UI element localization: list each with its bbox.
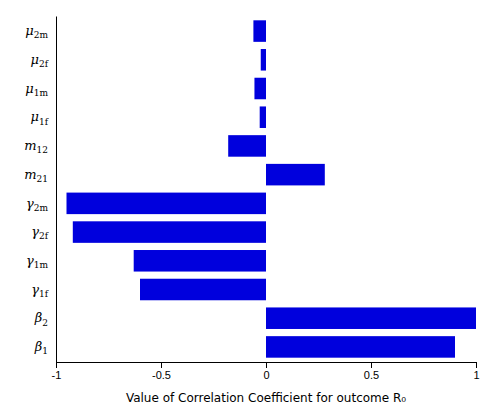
y-tick-label: γ2m: [26, 196, 49, 213]
y-tick-label-sub: 21: [37, 174, 48, 184]
y-tick-label-base: μ: [25, 23, 33, 38]
y-tick: m21: [24, 167, 48, 184]
y-tick-label-sub: 12: [37, 145, 48, 155]
y-tick: γ2f: [31, 224, 49, 241]
y-axis: β1β2γ1fγ1mγ2fγ2mm21m12μ1fμ1mμ2fμ2m: [24, 17, 56, 363]
x-tick: 0: [263, 362, 269, 381]
y-tick-label-base: m: [24, 138, 36, 153]
x-tick-mark: [371, 362, 372, 368]
bar: [73, 221, 266, 243]
y-tick-label: γ1f: [31, 282, 49, 299]
y-tick-label-sub: 2f: [39, 59, 49, 69]
x-tick-mark: [161, 362, 162, 368]
y-tick: β2: [34, 310, 48, 327]
bar: [134, 250, 266, 272]
y-tick-label-base: μ: [30, 109, 38, 124]
y-tick-label-sub: 2m: [34, 30, 49, 40]
y-tick-label-base: m: [24, 167, 36, 182]
x-tick-label: -0.5: [152, 369, 171, 381]
bars: [67, 20, 477, 357]
y-tick: γ1f: [31, 282, 49, 299]
y-tick-label-sub: 1: [42, 346, 48, 356]
y-tick: β1: [34, 339, 48, 356]
y-tick: γ1m: [26, 253, 49, 270]
x-tick-label: -1: [52, 369, 62, 381]
bar: [67, 193, 267, 215]
y-tick: m12: [24, 138, 48, 155]
x-axis: -1 -0.5 0 0.5 1: [52, 362, 480, 381]
x-tick-mark: [476, 362, 477, 368]
chart: -1-0.500.51β1β2γ1fγ1mγ2fγ2mm21m12μ1fμ1mμ…: [0, 0, 500, 416]
x-tick: 0.5: [364, 362, 379, 381]
x-tick: -0.5: [152, 362, 171, 381]
plot: -1-0.500.51β1β2γ1fγ1mγ2fγ2mm21m12μ1fμ1mμ…: [24, 17, 479, 381]
y-tick: μ2m: [25, 23, 48, 40]
y-tick-label: μ2m: [25, 23, 48, 40]
y-tick-label-sub: 1f: [39, 117, 49, 127]
y-tick: μ1f: [30, 109, 48, 126]
y-tick-label: γ1m: [26, 253, 49, 270]
bar: [266, 164, 325, 186]
x-tick: -1: [52, 362, 62, 381]
y-tick-label: μ1m: [25, 81, 48, 98]
y-tick-label: m12: [24, 138, 48, 155]
bar: [261, 49, 266, 71]
x-tick-label: 1: [473, 369, 479, 381]
y-tick: μ2f: [30, 52, 48, 69]
y-tick-label: γ2f: [31, 224, 49, 241]
y-tick: μ1m: [25, 81, 48, 98]
y-tick-label: β2: [34, 310, 48, 327]
bar: [253, 20, 266, 42]
y-tick-label-sub: 2m: [34, 203, 49, 213]
x-tick-label: 0: [263, 369, 269, 381]
y-tick-label-base: β: [34, 310, 43, 325]
y-tick-label: μ2f: [30, 52, 48, 69]
x-tick-mark: [56, 362, 57, 368]
x-axis-title: Value of Correlation Coefficient for out…: [126, 391, 406, 405]
y-tick-label: m21: [24, 167, 48, 184]
y-axis-line: [56, 17, 57, 363]
y-tick-label: μ1f: [30, 109, 48, 126]
x-tick-label: 0.5: [364, 369, 379, 381]
y-tick-label-base: μ: [30, 52, 38, 67]
bar: [228, 135, 266, 157]
x-tick: 1: [473, 362, 479, 381]
y-tick-label-base: β: [34, 339, 43, 354]
y-tick-label-sub: 1m: [34, 88, 49, 98]
y-tick-label-base: μ: [25, 81, 33, 96]
bar: [266, 307, 476, 329]
y-tick-label-sub: 2: [42, 318, 48, 328]
y-tick-label: β1: [34, 339, 48, 356]
x-tick-mark: [266, 362, 267, 368]
y-tick: γ2m: [26, 196, 49, 213]
y-tick-label-sub: 2f: [39, 231, 49, 241]
y-tick-label-sub: 1m: [34, 260, 49, 270]
bar: [254, 78, 266, 100]
y-tick-label-sub: 1f: [39, 289, 49, 299]
bar: [140, 279, 266, 301]
bar: [260, 106, 266, 128]
bar: [266, 336, 455, 358]
